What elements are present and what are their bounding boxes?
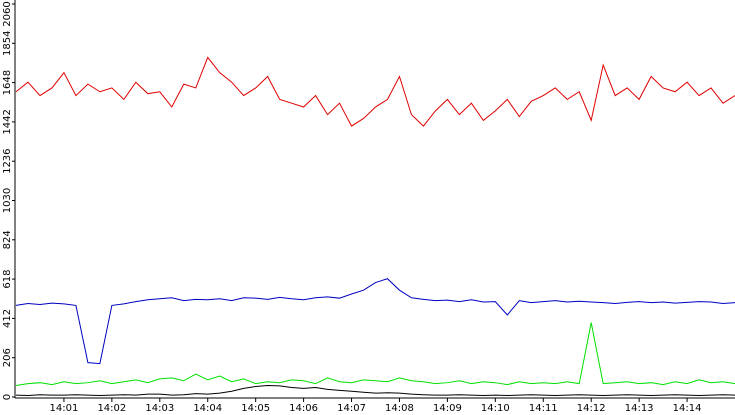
x-tick-label: 14:01 [50,403,79,414]
y-tick-label: 1442 [2,109,13,134]
series-line [15,56,735,127]
y-tick-label: 824 [2,230,13,249]
y-tick-label: 412 [2,309,13,328]
x-tick-label: 14:10 [481,403,510,414]
y-tick-label: 1030 [2,188,13,213]
y-tick-label: 618 [2,270,13,289]
series-line [15,385,735,396]
x-tick-label: 14:13 [625,403,654,414]
x-tick-label: 14:12 [577,403,606,414]
y-tick-label: 1236 [2,148,13,173]
x-tick-label: 14:08 [385,403,414,414]
y-tick-label: 1648 [2,70,13,95]
x-tick-label: 14:07 [337,403,366,414]
y-tick-label: 1854 [2,31,13,56]
x-tick-label: 14:11 [529,403,558,414]
x-tick-label: 14:09 [433,403,462,414]
x-tick-label: 14:06 [289,403,318,414]
y-tick-label: 2060 [2,1,13,26]
x-tick-label: 14:02 [97,403,126,414]
series-line [15,322,735,387]
y-tick-label: 206 [2,348,13,367]
x-tick-label: 14:14 [673,403,702,414]
x-tick-label: 14:03 [145,403,174,414]
x-tick-label: 14:05 [241,403,270,414]
y-tick-label: 0 [2,394,13,400]
series-line [15,278,735,365]
x-tick-label: 14:04 [193,403,222,414]
